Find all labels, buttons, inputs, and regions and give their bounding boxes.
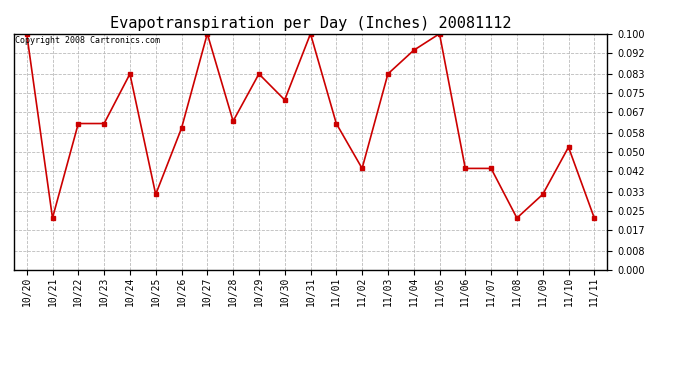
Title: Evapotranspiration per Day (Inches) 20081112: Evapotranspiration per Day (Inches) 2008… (110, 16, 511, 31)
Text: Copyright 2008 Cartronics.com: Copyright 2008 Cartronics.com (15, 36, 160, 45)
